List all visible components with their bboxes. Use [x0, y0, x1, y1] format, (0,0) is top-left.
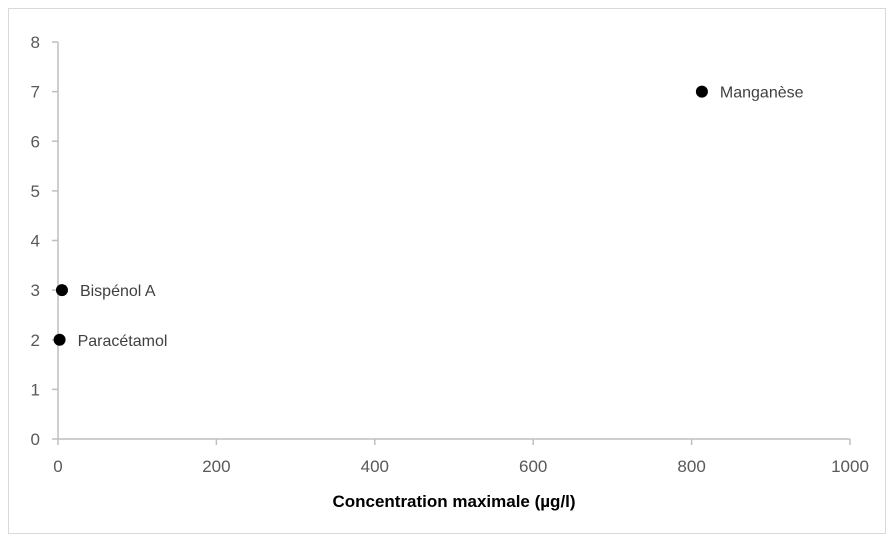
y-tick-label: 7 [31, 83, 40, 102]
x-tick-label: 400 [361, 457, 389, 476]
y-tick-label: 2 [31, 331, 40, 350]
x-tick-label: 0 [53, 457, 62, 476]
y-axis: 0 1 2 3 4 5 6 7 8 [31, 33, 59, 449]
x-tick-label: 800 [677, 457, 705, 476]
y-tick-label: 3 [31, 281, 40, 300]
x-axis: 0 200 400 600 800 1000 [53, 438, 869, 476]
y-tick-label: 0 [31, 430, 40, 449]
data-point-label: Manganèse [720, 85, 804, 102]
x-axis-title: Concentration maximale (µg/l) [332, 492, 575, 511]
data-point [695, 85, 708, 98]
y-tick-label: 4 [31, 232, 40, 251]
y-tick-label: 5 [31, 182, 40, 201]
data-point-label: Bispénol A [80, 283, 156, 300]
y-tick-label: 1 [31, 380, 40, 399]
chart-frame [8, 8, 886, 534]
data-points: Paracétamol Bispénol A Manganèse [53, 85, 804, 350]
x-tick-label: 200 [202, 457, 230, 476]
y-tick-label: 8 [31, 33, 40, 52]
x-tick-label: 1000 [831, 457, 869, 476]
x-tick-label: 600 [519, 457, 547, 476]
data-point [55, 284, 68, 297]
data-point [53, 333, 66, 346]
data-point-label: Paracétamol [78, 333, 168, 350]
y-tick-label: 6 [31, 132, 40, 151]
